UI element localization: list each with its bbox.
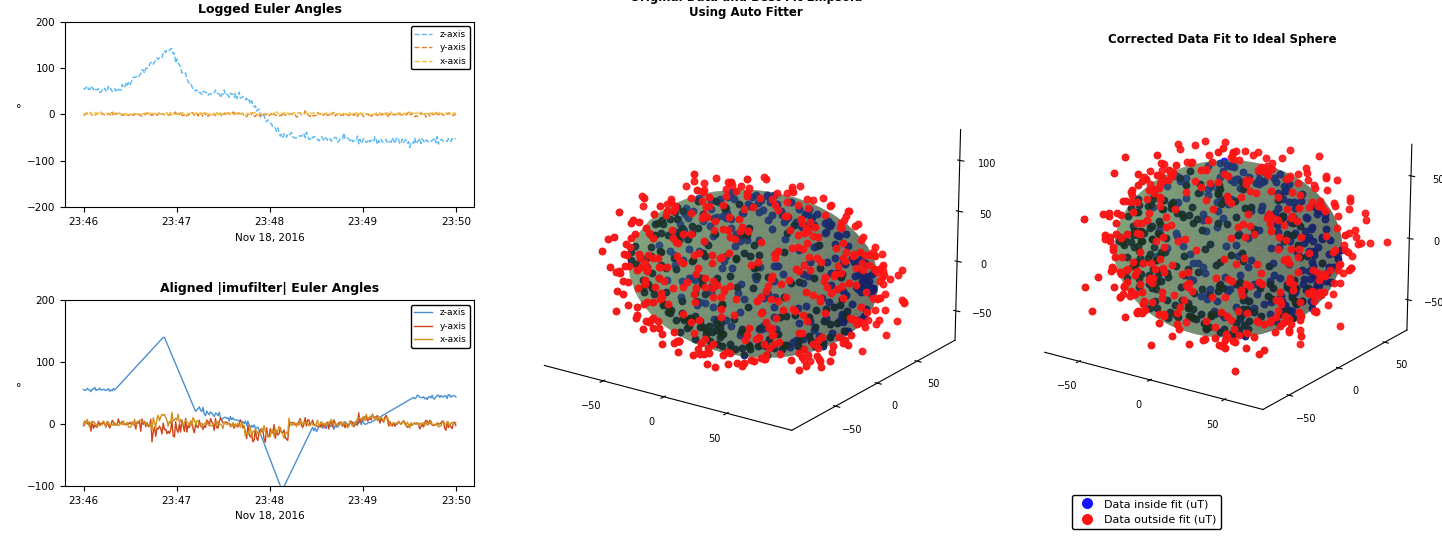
Title: Original Data and Best Fit Ellipsoid
Using Auto Fitter: Original Data and Best Fit Ellipsoid Usi… [630,0,862,19]
Legend: z-axis, y-axis, x-axis: z-axis, y-axis, x-axis [411,305,470,348]
X-axis label: Nov 18, 2016: Nov 18, 2016 [235,511,304,521]
X-axis label: Nov 18, 2016: Nov 18, 2016 [235,233,304,242]
Title: Logged Euler Angles: Logged Euler Angles [198,3,342,16]
Title: Aligned |imufilter| Euler Angles: Aligned |imufilter| Euler Angles [160,282,379,295]
Y-axis label: °: ° [16,104,22,114]
Legend: Data inside fit (uT), Data outside fit (uT): Data inside fit (uT), Data outside fit (… [1071,495,1221,529]
Legend: z-axis, y-axis, x-axis: z-axis, y-axis, x-axis [411,26,470,69]
Y-axis label: °: ° [16,383,22,393]
Title: Corrected Data Fit to Ideal Sphere: Corrected Data Fit to Ideal Sphere [1109,33,1337,46]
